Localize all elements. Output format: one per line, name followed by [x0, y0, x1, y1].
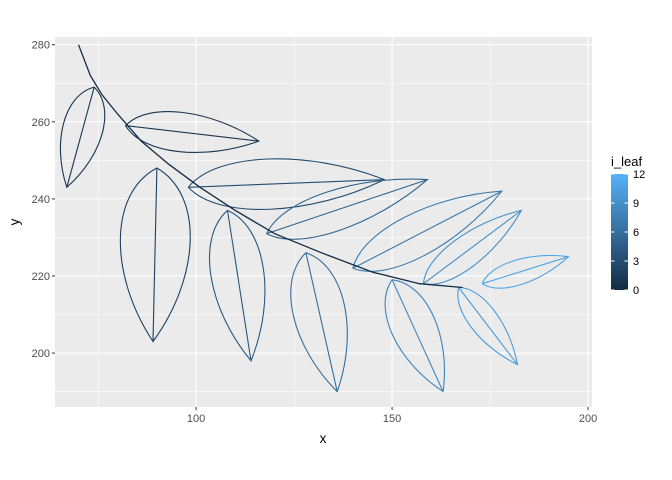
stem-line: [77, 44, 463, 289]
x-axis-title: x: [320, 431, 327, 446]
leaf-midrib: [305, 252, 338, 392]
leaf-series: [59, 86, 570, 393]
leaf-midrib: [188, 179, 385, 188]
legend-tick-label: 6: [633, 227, 639, 239]
legend-tick-label: 9: [633, 198, 639, 210]
minor-gridlines: [55, 37, 592, 407]
x-tick-label: 150: [383, 413, 401, 425]
y-tick-label: 220: [32, 271, 50, 283]
y-tick-label: 280: [32, 40, 50, 52]
y-tick-label: 240: [32, 194, 50, 206]
legend-colorbar: [611, 174, 628, 290]
major-gridlines: [55, 37, 592, 407]
plot-panel: [55, 37, 592, 407]
y-axis-title: y: [7, 218, 22, 225]
legend-title: i_leaf: [611, 154, 642, 169]
y-axis-ticks: 200 220 240 260 280: [32, 40, 55, 360]
leaf-midrib: [391, 279, 444, 392]
y-tick-label: 200: [32, 348, 50, 360]
legend-ticks: 0 3 6 9 12: [611, 169, 645, 297]
x-axis-ticks: 100 150 200: [187, 407, 597, 425]
legend: i_leaf 0 3 6 9 12: [611, 154, 645, 297]
leaf-midrib: [226, 210, 252, 361]
legend-tick-label: 3: [633, 256, 639, 268]
leaf-midrib: [266, 179, 428, 235]
x-tick-label: 100: [187, 413, 205, 425]
y-tick-label: 260: [32, 117, 50, 129]
leaf-midrib: [66, 86, 95, 188]
leaf-midrib: [423, 209, 522, 285]
legend-tick-label: 12: [633, 169, 645, 181]
leaf-midrib: [352, 190, 503, 269]
leaf-midrib: [458, 287, 518, 365]
leaf-midrib: [125, 125, 259, 142]
leaf-midrib: [482, 256, 569, 285]
stem-series: [77, 44, 463, 289]
leaf-midrib: [152, 167, 158, 342]
legend-tick-label: 0: [633, 285, 639, 297]
x-tick-label: 200: [579, 413, 597, 425]
